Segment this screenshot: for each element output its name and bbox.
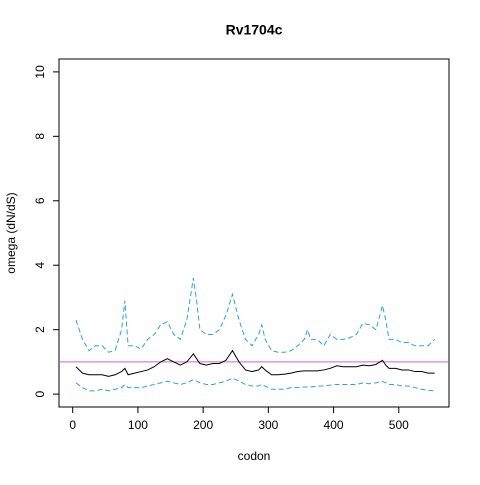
x-tick-label: 500 <box>389 418 409 432</box>
chart-title: Rv1704c <box>226 22 283 38</box>
y-tick-label: 4 <box>33 262 47 269</box>
series-line <box>75 377 435 392</box>
series-line <box>75 278 436 353</box>
x-tick-label: 200 <box>193 418 213 432</box>
x-tick-label: 400 <box>324 418 344 432</box>
y-tick-label: 2 <box>33 326 47 333</box>
y-tick-label: 8 <box>33 133 47 140</box>
series-line <box>75 349 435 377</box>
y-axis-label: omega (dN/dS) <box>4 192 18 273</box>
x-tick-label: 0 <box>69 418 76 432</box>
x-axis-label: codon <box>238 449 271 463</box>
y-tick-label: 6 <box>33 197 47 204</box>
x-tick-label: 300 <box>258 418 278 432</box>
y-tick-label: 0 <box>33 390 47 397</box>
x-tick-label: 100 <box>128 418 148 432</box>
plot-frame <box>58 58 450 408</box>
y-tick-label: 10 <box>33 65 47 79</box>
